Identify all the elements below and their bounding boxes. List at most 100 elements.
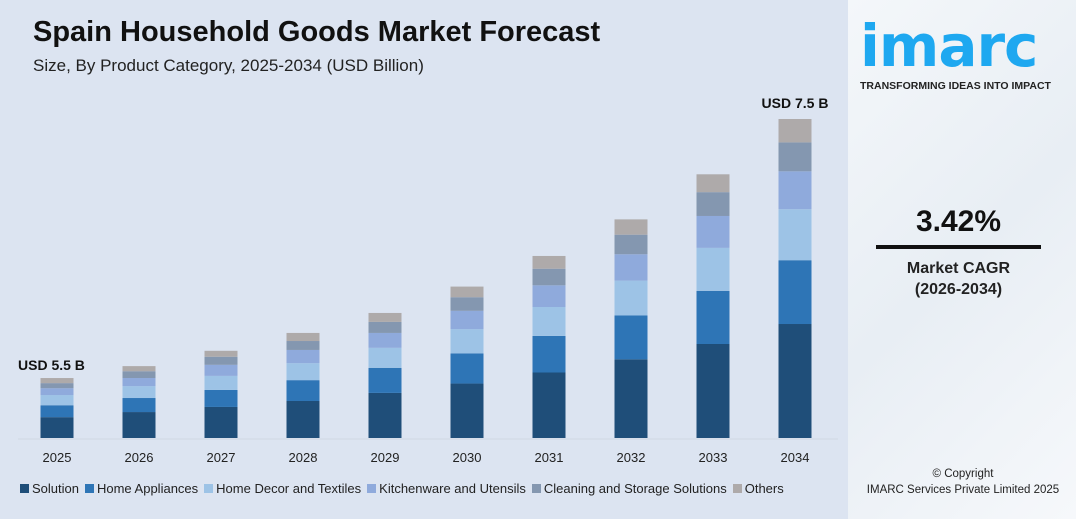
bar-segment-2030-2 (450, 329, 484, 354)
bar-segment-2029-2 (368, 347, 402, 368)
bar-segment-2031-0 (532, 372, 566, 438)
logo-tagline: TRANSFORMING IDEAS INTO IMPACT (860, 80, 1051, 92)
bar-segment-2031-5 (532, 255, 566, 269)
bar-segment-2026-5 (122, 366, 156, 372)
bar-segment-2034-4 (778, 142, 812, 172)
cagr-value: 3.42% (915, 205, 1002, 238)
legend-item: Cleaning and Storage Solutions (531, 481, 727, 496)
copyright-label: © Copyright (932, 468, 994, 480)
bar-segment-2034-3 (778, 171, 812, 210)
bar-segment-2032-1 (614, 315, 648, 360)
bar-segment-2028-4 (286, 341, 320, 350)
bar-segment-2028-0 (286, 400, 320, 438)
legend-label: Cleaning and Storage Solutions (543, 481, 727, 496)
bar-segment-2027-3 (204, 364, 238, 376)
bar-segment-2032-2 (614, 280, 648, 316)
x-tick-label: 2031 (535, 450, 564, 465)
bar-segment-2028-2 (286, 363, 320, 381)
bar-segment-2032-0 (614, 359, 648, 438)
bar-segment-2030-5 (450, 286, 484, 298)
bar-segment-2026-0 (122, 412, 156, 438)
bar-segment-2029-4 (368, 321, 402, 333)
legend-label: Kitchenware and Utensils (379, 481, 526, 496)
legend-swatch (531, 484, 541, 493)
bar-segment-2027-2 (204, 375, 238, 390)
bar-segment-2027-4 (204, 356, 238, 365)
x-tick-label: 2028 (289, 450, 318, 465)
bar-segment-2032-3 (614, 254, 648, 281)
legend-item: Kitchenware and Utensils (367, 481, 526, 496)
bar-segment-2030-1 (450, 353, 484, 384)
legend-swatch (732, 484, 742, 493)
bar-segment-2027-1 (204, 389, 238, 407)
bar-segment-2028-3 (286, 349, 320, 364)
bar-segment-2025-3 (40, 388, 74, 396)
bar-segment-2033-4 (696, 192, 730, 216)
bar-segment-2025-2 (40, 395, 74, 406)
chart-subtitle: Size, By Product Category, 2025-2034 (US… (33, 56, 424, 75)
bar-segment-2030-4 (450, 297, 484, 311)
legend-swatch (367, 484, 377, 493)
bar-segment-2028-1 (286, 380, 320, 401)
bar-segment-2034-1 (778, 260, 812, 325)
bar-segment-2029-1 (368, 367, 402, 393)
bar-segment-2026-1 (122, 398, 156, 413)
bar-segment-2031-4 (532, 268, 566, 286)
x-tick-label: 2026 (125, 450, 154, 465)
bar-segment-2026-4 (122, 371, 156, 379)
legend-item: Home Appliances (84, 481, 199, 496)
bar-segment-2033-5 (696, 174, 730, 193)
legend: Solution Home Appliances Home Decor and Te… (20, 481, 784, 496)
bar-segment-2027-0 (204, 406, 238, 438)
bar-segment-2033-0 (696, 344, 730, 438)
bar-segment-2025-0 (40, 417, 74, 438)
legend-item: Others (732, 481, 784, 496)
chart-title: Spain Household Goods Market Forecast (33, 16, 601, 48)
bar-segment-2025-5 (40, 378, 74, 384)
bar-segment-2025-4 (40, 383, 74, 389)
bar-segment-2027-5 (204, 350, 238, 357)
legend-label: Others (744, 481, 784, 496)
bar-segment-2029-5 (368, 312, 402, 322)
bar-segment-2030-3 (450, 310, 484, 330)
imarc-logo: imarc TRANSFORMING IDEAS INTO IMPACT (860, 14, 1060, 92)
x-tick-label: 2034 (781, 450, 810, 465)
bar-segment-2031-1 (532, 335, 566, 373)
bar-segment-2026-3 (122, 378, 156, 387)
bar-segment-2032-5 (614, 219, 648, 235)
x-tick-label: 2027 (207, 450, 236, 465)
cagr-block: 3.42% Market CAGR (2026-2034) (876, 205, 1041, 299)
legend-swatch (20, 484, 29, 493)
legend-swatch (204, 484, 214, 493)
copyright: © Copyright IMARC Services Private Limit… (858, 466, 1068, 498)
copyright-company: IMARC Services Private Limited 2025 (866, 484, 1060, 496)
legend-label: Solution (32, 481, 79, 496)
bar-segment-2030-0 (450, 383, 484, 438)
x-tick-label: 2032 (617, 450, 646, 465)
bar-segment-2032-4 (614, 234, 648, 255)
legend-label: Home Appliances (96, 481, 199, 496)
x-tick-label: 2025 (43, 450, 72, 465)
bar-segment-2031-3 (532, 285, 566, 307)
bar-segment-2029-3 (368, 332, 402, 348)
total-label: USD 5.5 B (18, 357, 85, 373)
stacked-bar-chart: 2025 2026 2027 2028 2029 2030 2031 2032 2033 2034… (18, 95, 838, 465)
bar-segment-2028-5 (286, 332, 320, 342)
cagr-divider (876, 245, 1041, 249)
x-tick-label: 2029 (371, 450, 400, 465)
bar-segment-2029-0 (368, 392, 402, 438)
bar-segment-2034-0 (778, 324, 812, 438)
total-label: USD 7.5 B (762, 95, 829, 111)
bar-segment-2031-2 (532, 306, 566, 336)
bar-segment-2034-2 (778, 209, 812, 261)
legend-item: Home Decor and Textiles (204, 481, 361, 496)
bar-segment-2033-2 (696, 247, 730, 291)
logo-wordmark: imarc (860, 12, 1038, 80)
x-tick-label: 2030 (453, 450, 482, 465)
bar-segment-2026-2 (122, 386, 156, 399)
x-tick-label: 2033 (699, 450, 728, 465)
bar-segment-2033-3 (696, 215, 730, 248)
cagr-period: (2026-2034) (914, 281, 1003, 298)
bar-segment-2034-5 (778, 119, 812, 143)
sidebar-panel (848, 0, 1076, 519)
